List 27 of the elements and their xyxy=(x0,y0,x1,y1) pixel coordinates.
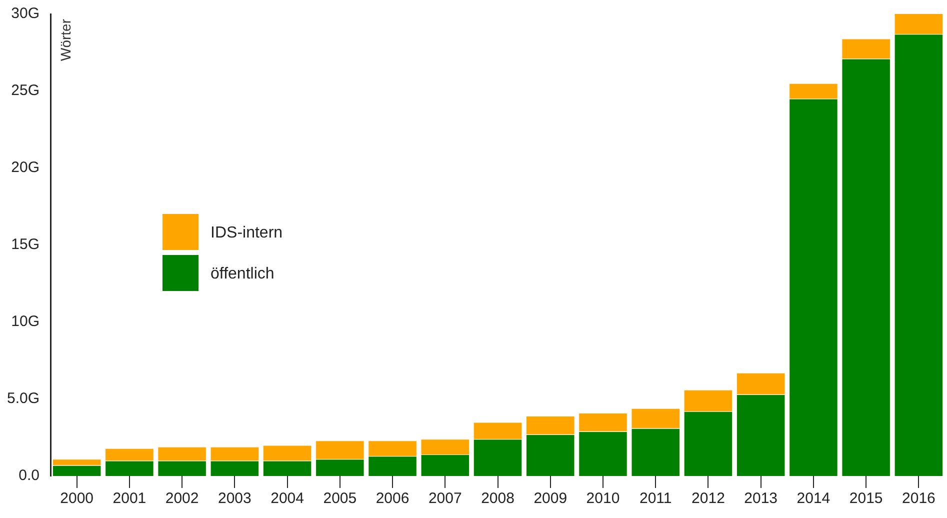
x-tick-label: 2014 xyxy=(796,490,830,508)
x-tick-label: 2009 xyxy=(534,490,568,508)
y-axis-title: Wörter xyxy=(57,18,74,61)
legend-label: öffentlich xyxy=(210,265,274,282)
x-tick-label: 2012 xyxy=(692,490,725,508)
x-tick-label: 2002 xyxy=(165,490,199,508)
y-tick-label: 20G xyxy=(11,159,40,176)
x-tick-label: 2006 xyxy=(376,490,410,508)
x-tick-label: 2013 xyxy=(744,490,778,508)
y-tick-label: 10G xyxy=(11,313,40,330)
x-tick-label: 2016 xyxy=(902,490,936,508)
y-tick-label: 25G xyxy=(11,82,40,100)
x-tick-label: 2015 xyxy=(849,490,883,508)
legend-label: IDS-intern xyxy=(210,224,283,242)
x-tick-label: 2003 xyxy=(218,490,252,508)
x-tick-label: 2010 xyxy=(586,490,620,508)
y-tick-label: 15G xyxy=(11,236,40,254)
y-tick-label: 5.0G xyxy=(6,390,40,408)
x-tick-label: 2004 xyxy=(270,490,304,508)
x-tick-label: 2005 xyxy=(323,490,357,508)
y-tick-label: 30G xyxy=(11,5,40,22)
x-tick-label: 2007 xyxy=(428,490,462,508)
x-tick-label: 2008 xyxy=(481,490,514,508)
x-tick-label: 2011 xyxy=(639,490,672,508)
x-tick-label: 2000 xyxy=(60,490,94,508)
y-tick-label: 0.0 xyxy=(18,467,40,484)
x-tick-label: 2001 xyxy=(112,490,146,508)
